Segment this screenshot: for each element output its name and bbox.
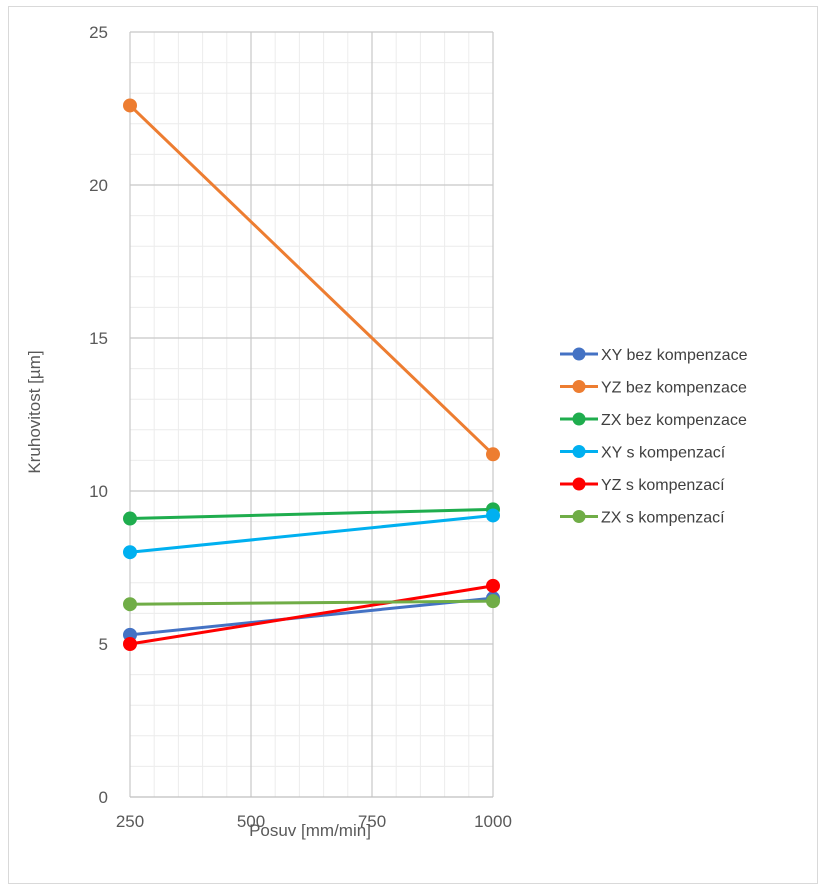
data-point	[123, 637, 137, 651]
data-point	[486, 447, 500, 462]
x-tick-label: 750	[358, 812, 386, 831]
legend-marker	[572, 412, 586, 426]
y-tick-label: 10	[89, 482, 108, 501]
legend-label: YZ s kompenzací	[601, 477, 725, 494]
y-tick-label: 20	[89, 176, 108, 195]
x-axis-title: Posuv [mm/min]	[249, 821, 371, 840]
series-lines	[123, 98, 500, 651]
series-line	[129, 596, 494, 637]
data-point	[486, 508, 500, 523]
x-tick-label: 250	[116, 812, 144, 831]
x-tick-label: 1000	[474, 812, 512, 831]
y-tick-label: 0	[99, 788, 108, 807]
axes: 250 500 750 1000 0 5 10 15 20 25	[89, 23, 512, 831]
legend-marker	[572, 347, 586, 361]
legend-label: XY bez kompenzace	[601, 347, 748, 364]
y-axis-title: Kruhovitost [µm]	[25, 350, 44, 473]
y-tick-label: 5	[99, 635, 108, 654]
chart-frame	[8, 6, 818, 884]
y-tick-label: 15	[89, 329, 108, 348]
legend: XY bez kompenzace YZ bez kompenzace ZX bez…	[560, 347, 748, 527]
legend-marker	[572, 477, 586, 491]
series-line	[129, 584, 494, 646]
series-line	[129, 513, 494, 554]
legend-label: YZ bez kompenzace	[601, 380, 747, 397]
data-point	[123, 597, 137, 612]
data-point	[123, 98, 137, 113]
legend-label: ZX bez kompenzace	[601, 412, 747, 429]
legend-marker	[572, 380, 586, 393]
series-line	[128, 104, 495, 456]
data-point	[486, 578, 500, 593]
series-line	[129, 507, 494, 521]
y-tick-label: 25	[89, 23, 108, 42]
legend-marker	[572, 510, 586, 523]
legend-label: XY s kompenzací	[601, 445, 726, 462]
x-tick-label: 500	[237, 812, 265, 831]
series-line	[129, 599, 494, 606]
data-point	[123, 511, 137, 526]
legend-marker	[572, 445, 586, 458]
grid	[129, 31, 494, 797]
data-point	[123, 545, 137, 560]
legend-label: ZX s kompenzací	[601, 510, 725, 527]
data-point	[486, 594, 500, 609]
